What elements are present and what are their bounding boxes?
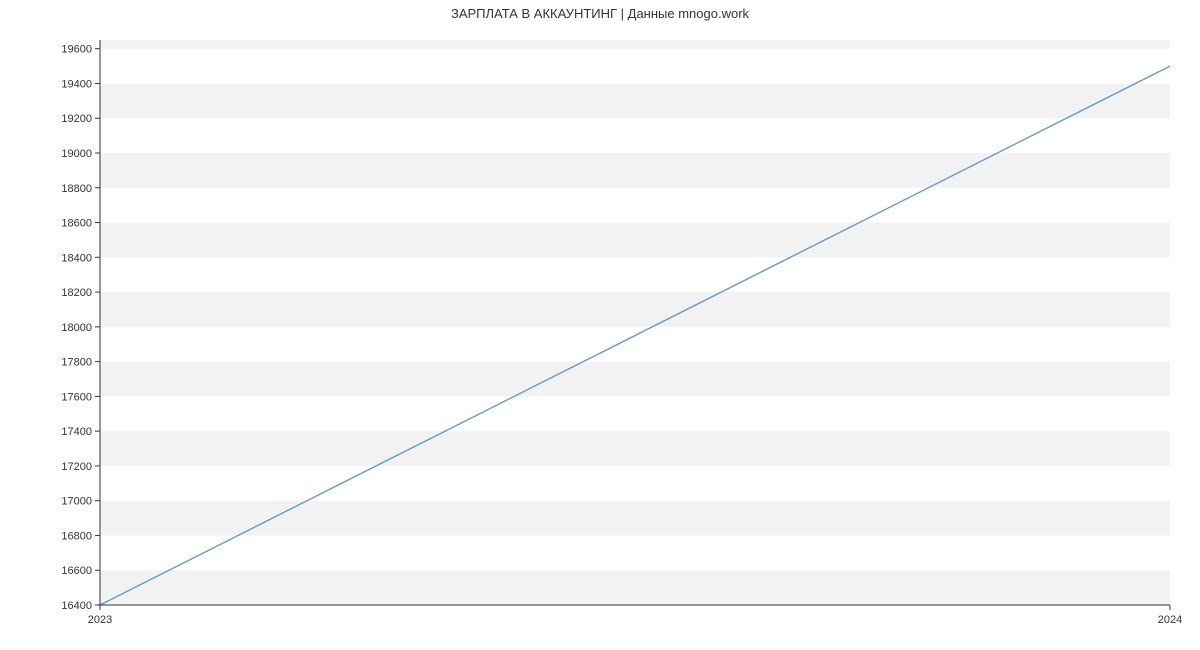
- svg-text:19600: 19600: [61, 44, 92, 56]
- svg-text:2024: 2024: [1158, 614, 1182, 626]
- svg-text:18000: 18000: [61, 322, 92, 334]
- chart-svg: 16400 16600 16800 17000 17200 17400 17600 17800…: [0, 0, 1200, 650]
- svg-text:18600: 18600: [61, 218, 92, 230]
- svg-text:19200: 19200: [61, 113, 92, 125]
- svg-text:18400: 18400: [61, 252, 92, 264]
- svg-text:18800: 18800: [61, 183, 92, 195]
- svg-text:19400: 19400: [61, 78, 92, 90]
- svg-text:17000: 17000: [61, 496, 92, 508]
- svg-text:18200: 18200: [61, 287, 92, 299]
- svg-text:17400: 17400: [61, 426, 92, 438]
- svg-text:16600: 16600: [61, 565, 92, 577]
- svg-text:2023: 2023: [88, 614, 112, 626]
- svg-text:19000: 19000: [61, 148, 92, 160]
- svg-text:16800: 16800: [61, 530, 92, 542]
- svg-text:16400: 16400: [61, 600, 92, 612]
- svg-text:17800: 17800: [61, 357, 92, 369]
- svg-text:17200: 17200: [61, 461, 92, 473]
- salary-line-chart: ЗАРПЛАТА В АККАУНТИНГ | Данные mnogo.wor…: [0, 0, 1200, 650]
- svg-text:17600: 17600: [61, 391, 92, 403]
